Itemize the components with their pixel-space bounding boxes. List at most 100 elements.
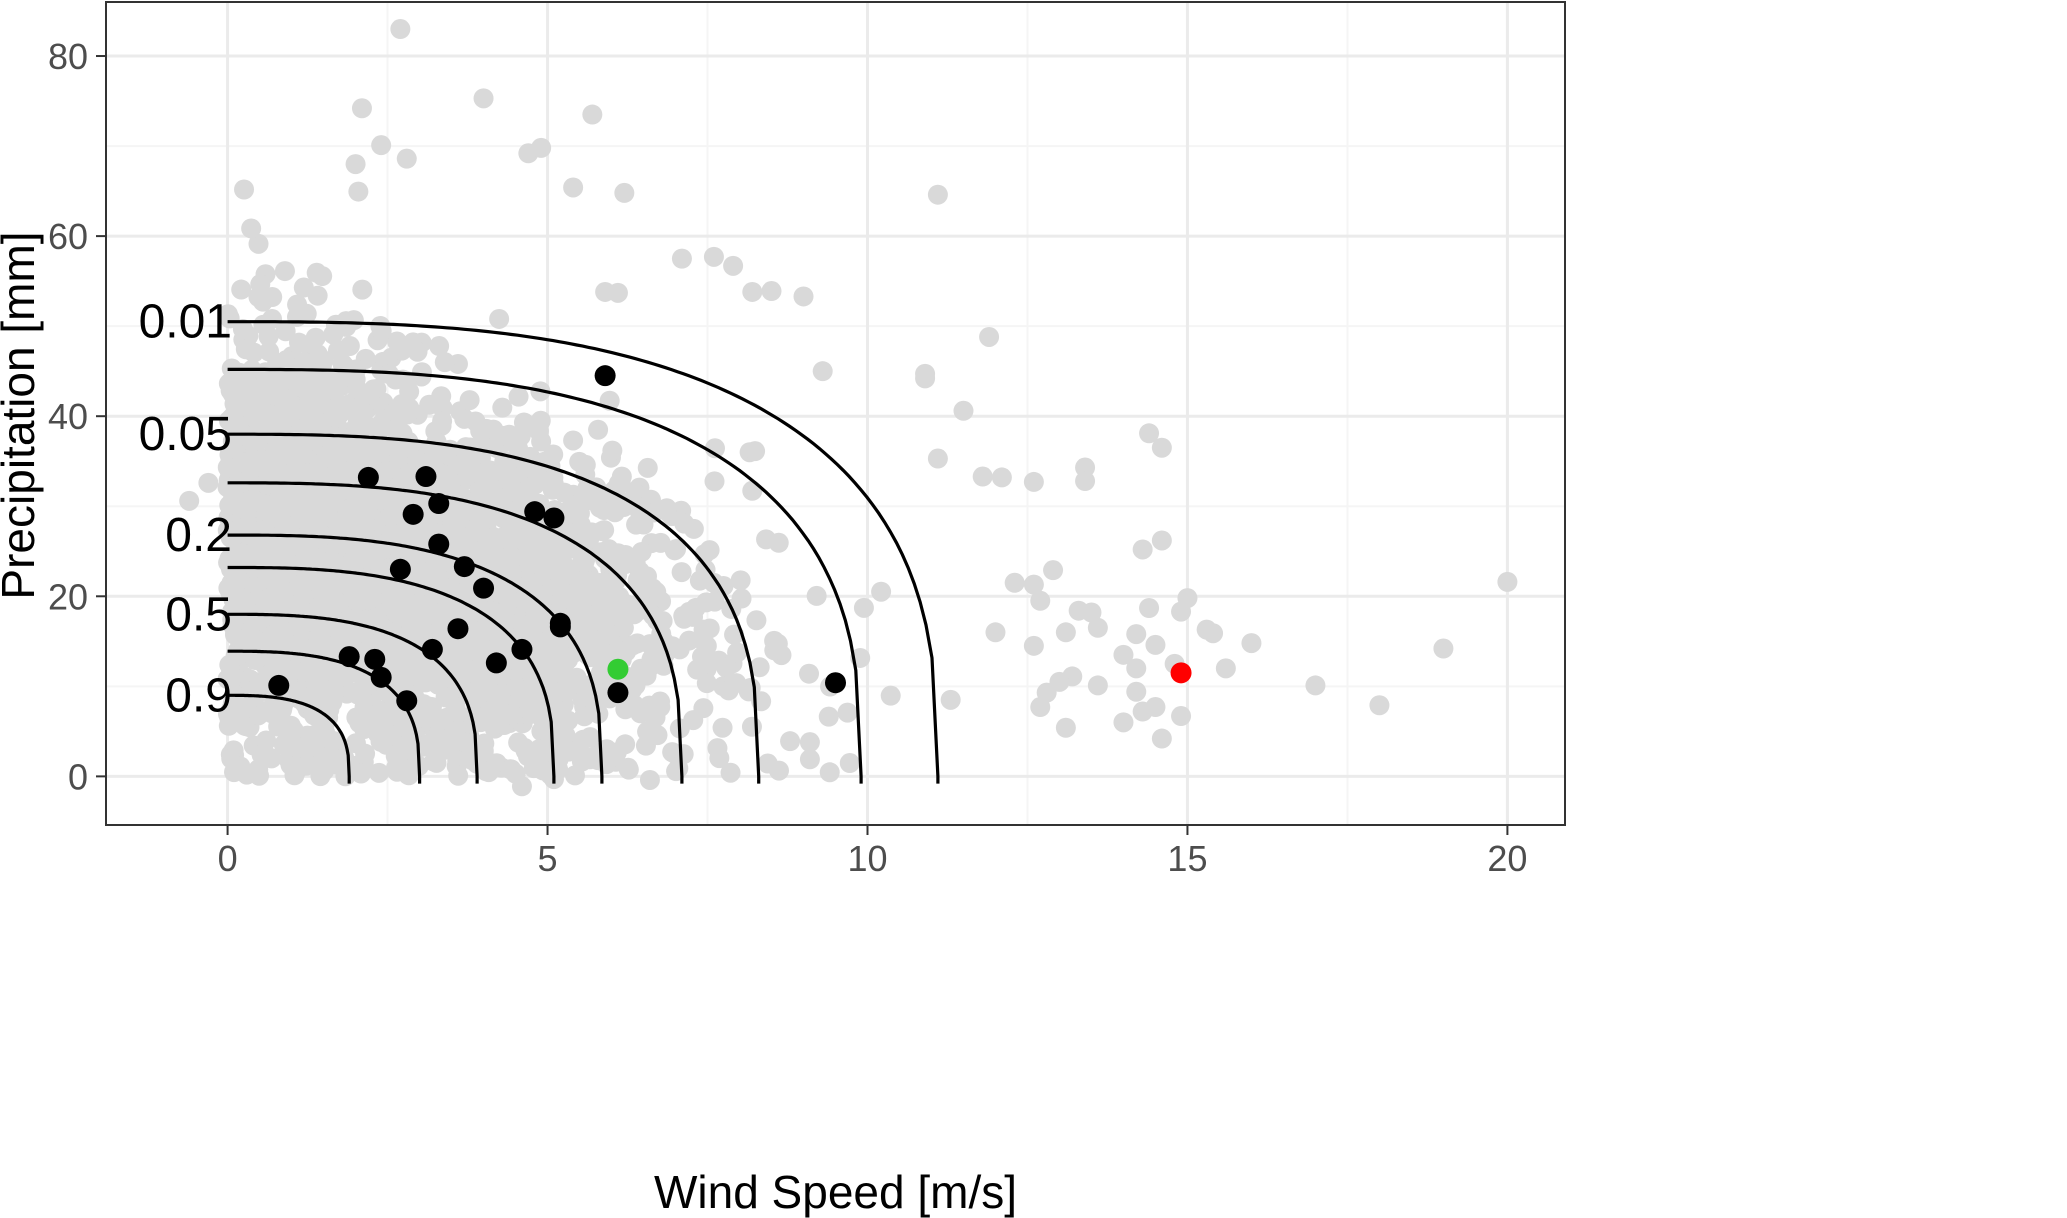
contour-line — [227, 693, 351, 784]
observed-point — [453, 556, 475, 578]
background-point — [1139, 423, 1160, 444]
background-point — [604, 502, 625, 523]
background-point — [745, 441, 766, 462]
background-point — [217, 669, 238, 690]
background-point — [266, 654, 287, 675]
background-point — [508, 386, 529, 407]
background-point — [880, 685, 901, 706]
background-point — [674, 513, 695, 534]
y-tick-label: 0 — [68, 756, 88, 797]
background-point — [592, 521, 613, 542]
background-point — [703, 246, 724, 267]
background-point — [257, 631, 278, 652]
background-point — [328, 517, 349, 538]
background-point — [459, 390, 480, 411]
background-point — [940, 689, 961, 710]
background-point — [615, 734, 636, 755]
background-point — [265, 443, 286, 464]
background-point — [286, 737, 307, 758]
background-point — [385, 437, 406, 458]
background-point — [532, 598, 553, 619]
background-point — [1171, 706, 1192, 727]
contour-line — [227, 481, 684, 784]
background-point — [328, 445, 349, 466]
background-point — [742, 281, 763, 302]
background-point — [448, 765, 469, 786]
background-point — [642, 578, 663, 599]
background-point — [799, 732, 820, 753]
x-axis-title: Wind Speed [m/s] — [654, 1166, 1017, 1218]
background-point — [290, 441, 311, 462]
background-point — [1055, 717, 1076, 738]
background-point — [243, 489, 264, 510]
background-point — [927, 184, 948, 205]
background-point — [274, 261, 295, 282]
background-point — [1151, 728, 1172, 749]
background-point — [407, 341, 428, 362]
background-point — [818, 706, 839, 727]
background-point — [339, 335, 360, 356]
background-point — [410, 562, 431, 583]
background-point — [231, 518, 252, 539]
background-point — [293, 277, 314, 298]
background-point — [972, 466, 993, 487]
background-point — [812, 361, 833, 382]
x-tick-label: 20 — [1487, 838, 1527, 879]
background-point — [607, 282, 628, 303]
background-point — [223, 484, 244, 505]
background-point — [310, 766, 331, 787]
background-point — [742, 480, 763, 501]
observed-point — [389, 558, 411, 580]
background-point — [1126, 658, 1147, 679]
background-point — [1151, 437, 1172, 458]
background-point — [536, 658, 557, 679]
background-point — [342, 682, 363, 703]
background-point — [368, 762, 389, 783]
observed-point — [338, 646, 360, 668]
background-point — [332, 353, 353, 374]
background-point — [572, 524, 593, 545]
background-point — [767, 633, 788, 654]
background-point — [1113, 712, 1134, 733]
background-point — [345, 623, 366, 644]
background-point — [259, 341, 280, 362]
contour-label: 0.2 — [165, 509, 232, 562]
background-point — [1113, 644, 1134, 665]
background-point — [563, 741, 584, 762]
contour-lines — [227, 320, 940, 784]
background-point — [806, 585, 827, 606]
background-point — [605, 570, 626, 591]
background-point — [515, 741, 536, 762]
background-point — [683, 710, 704, 731]
background-point — [343, 310, 364, 331]
background-point — [276, 464, 297, 485]
background-point — [1241, 633, 1262, 654]
background-point — [871, 581, 892, 602]
background-point — [521, 689, 542, 710]
background-point — [478, 682, 499, 703]
background-point — [470, 712, 491, 733]
background-point — [1023, 574, 1044, 595]
background-point — [1145, 634, 1166, 655]
background-point — [757, 753, 778, 774]
background-point — [198, 472, 219, 493]
background-point — [741, 716, 762, 737]
background-point — [411, 366, 432, 387]
background-point — [666, 539, 687, 560]
background-point — [581, 748, 602, 769]
observed-point — [594, 365, 616, 387]
background-point — [294, 541, 315, 562]
observed-point — [607, 682, 629, 704]
background-point — [991, 467, 1012, 488]
background-point — [306, 262, 327, 283]
background-point — [325, 485, 346, 506]
background-point — [500, 759, 521, 780]
background-point — [461, 749, 482, 770]
background-point — [793, 286, 814, 307]
background-point — [329, 593, 350, 614]
background-point — [361, 586, 382, 607]
background-point — [294, 351, 315, 372]
background-point — [641, 649, 662, 670]
background-point — [435, 687, 456, 708]
observed-point — [402, 503, 424, 525]
